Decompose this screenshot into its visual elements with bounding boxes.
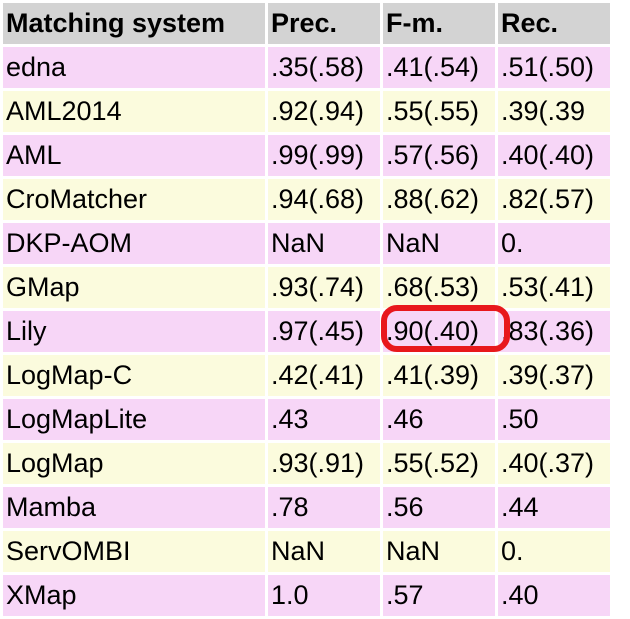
cell-f-measure-highlighted: .90(.40)	[383, 311, 495, 352]
table-row: Mamba .78 .56 .44	[3, 487, 610, 528]
table-row: CroMatcher .94(.68) .88(.62) .82(.57)	[3, 179, 610, 220]
cell-precision: .42(.41)	[268, 355, 380, 396]
cell-system: Mamba	[3, 487, 265, 528]
cell-f-measure: NaN	[383, 531, 495, 572]
cell-f-measure: .41(.39)	[383, 355, 495, 396]
cell-recall: 0.	[498, 531, 610, 572]
cell-precision: .94(.68)	[268, 179, 380, 220]
cell-system: XMap	[3, 575, 265, 616]
header-recall: Rec.	[498, 3, 610, 44]
cell-f-measure: .68(.53)	[383, 267, 495, 308]
cell-system: GMap	[3, 267, 265, 308]
cell-f-measure: NaN	[383, 223, 495, 264]
cell-f-measure: .55(.52)	[383, 443, 495, 484]
cell-f-measure: .57(.56)	[383, 135, 495, 176]
cell-system: LogMap-C	[3, 355, 265, 396]
cell-precision: .92(.94)	[268, 91, 380, 132]
table-row: edna .35(.58) .41(.54) .51(.50)	[3, 47, 610, 88]
cell-precision: .97(.45)	[268, 311, 380, 352]
cell-precision: .43	[268, 399, 380, 440]
table-row: LogMap .93(.91) .55(.52) .40(.37)	[3, 443, 610, 484]
cell-system: AML2014	[3, 91, 265, 132]
header-matching-system: Matching system	[3, 3, 265, 44]
cell-f-measure: .57	[383, 575, 495, 616]
cell-precision: NaN	[268, 223, 380, 264]
cell-system: LogMapLite	[3, 399, 265, 440]
table-row: AML2014 .92(.94) .55(.55) .39(.39	[3, 91, 610, 132]
cell-recall: 0.	[498, 223, 610, 264]
table-row: Lily .97(.45) .90(.40) .83(.36)	[3, 311, 610, 352]
cell-system: LogMap	[3, 443, 265, 484]
table-row: ServOMBI NaN NaN 0.	[3, 531, 610, 572]
results-table: Matching system Prec. F-m. Rec. edna .35…	[3, 3, 610, 616]
cell-recall: .40(.37)	[498, 443, 610, 484]
cell-precision: .78	[268, 487, 380, 528]
cell-recall: .44	[498, 487, 610, 528]
cell-system: ServOMBI	[3, 531, 265, 572]
cell-precision: .99(.99)	[268, 135, 380, 176]
table-row: LogMap-C .42(.41) .41(.39) .39(.37)	[3, 355, 610, 396]
table-row: XMap 1.0 .57 .40	[3, 575, 610, 616]
cell-f-measure: .46	[383, 399, 495, 440]
cell-f-measure: .88(.62)	[383, 179, 495, 220]
cell-recall: .40	[498, 575, 610, 616]
table-row: DKP-AOM NaN NaN 0.	[3, 223, 610, 264]
cell-system: CroMatcher	[3, 179, 265, 220]
cell-precision: NaN	[268, 531, 380, 572]
cell-recall: .39(.39	[498, 91, 610, 132]
cell-f-measure: .41(.54)	[383, 47, 495, 88]
cell-system: Lily	[3, 311, 265, 352]
cell-recall: .53(.41)	[498, 267, 610, 308]
cell-system: AML	[3, 135, 265, 176]
cell-f-measure: .55(.55)	[383, 91, 495, 132]
header-precision: Prec.	[268, 3, 380, 44]
cell-recall: .40(.40)	[498, 135, 610, 176]
cell-system: DKP-AOM	[3, 223, 265, 264]
cell-precision: 1.0	[268, 575, 380, 616]
cell-recall: .83(.36)	[498, 311, 610, 352]
cell-recall: .50	[498, 399, 610, 440]
cell-precision: .35(.58)	[268, 47, 380, 88]
table-row: LogMapLite .43 .46 .50	[3, 399, 610, 440]
cell-recall: .39(.37)	[498, 355, 610, 396]
header-f-measure: F-m.	[383, 3, 495, 44]
header-row: Matching system Prec. F-m. Rec.	[3, 3, 610, 44]
table-row: GMap .93(.74) .68(.53) .53(.41)	[3, 267, 610, 308]
cell-recall: .51(.50)	[498, 47, 610, 88]
cell-f-measure: .56	[383, 487, 495, 528]
table-row: AML .99(.99) .57(.56) .40(.40)	[3, 135, 610, 176]
cell-system: edna	[3, 47, 265, 88]
cell-precision: .93(.74)	[268, 267, 380, 308]
cell-recall: .82(.57)	[498, 179, 610, 220]
cell-precision: .93(.91)	[268, 443, 380, 484]
